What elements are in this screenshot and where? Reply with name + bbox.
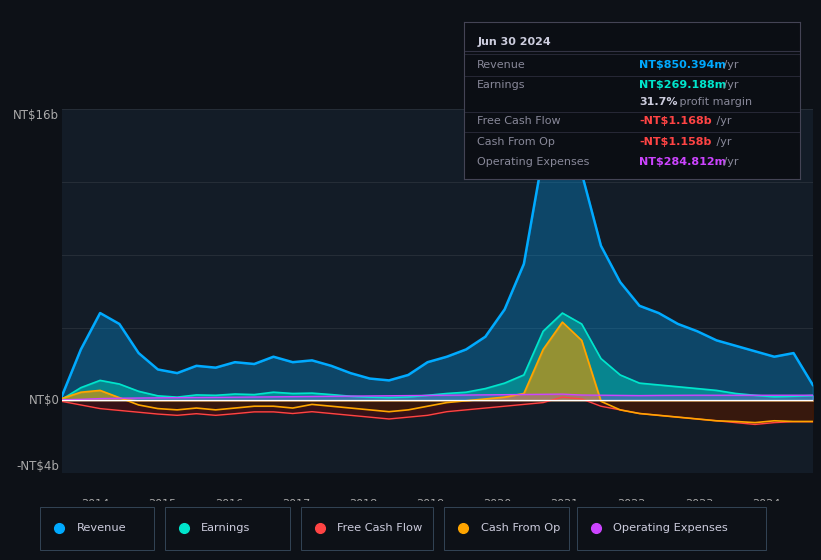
Text: Revenue: Revenue <box>477 60 526 70</box>
Text: NT$0: NT$0 <box>29 394 59 407</box>
Text: /yr: /yr <box>713 116 732 126</box>
Text: 2020: 2020 <box>484 499 511 508</box>
Text: Free Cash Flow: Free Cash Flow <box>337 523 423 533</box>
Text: Cash From Op: Cash From Op <box>481 523 560 533</box>
Text: /yr: /yr <box>713 137 732 147</box>
Text: Earnings: Earnings <box>201 523 250 533</box>
Text: Earnings: Earnings <box>477 80 525 90</box>
Text: /yr: /yr <box>720 157 739 167</box>
Text: 2017: 2017 <box>282 499 310 508</box>
Text: /yr: /yr <box>720 80 739 90</box>
Text: NT$850.394m: NT$850.394m <box>639 60 726 70</box>
Text: Cash From Op: Cash From Op <box>477 137 555 147</box>
Text: -NT$4b: -NT$4b <box>16 460 59 473</box>
Text: -NT$1.168b: -NT$1.168b <box>639 116 712 126</box>
Text: -NT$1.158b: -NT$1.158b <box>639 137 711 147</box>
Text: 2023: 2023 <box>685 499 713 508</box>
Text: Revenue: Revenue <box>76 523 126 533</box>
Text: /yr: /yr <box>720 60 739 70</box>
Text: 2019: 2019 <box>416 499 445 508</box>
Text: 2018: 2018 <box>349 499 378 508</box>
Text: NT$284.812m: NT$284.812m <box>639 157 726 167</box>
Text: 2015: 2015 <box>148 499 177 508</box>
Text: Jun 30 2024: Jun 30 2024 <box>477 36 551 46</box>
Text: 31.7%: 31.7% <box>639 97 677 108</box>
Text: 2022: 2022 <box>617 499 646 508</box>
Text: profit margin: profit margin <box>676 97 752 108</box>
Text: Operating Expenses: Operating Expenses <box>477 157 589 167</box>
Text: 2024: 2024 <box>752 499 780 508</box>
Text: 2014: 2014 <box>81 499 109 508</box>
Text: Operating Expenses: Operating Expenses <box>613 523 727 533</box>
Text: 2016: 2016 <box>215 499 243 508</box>
Text: NT$16b: NT$16b <box>13 109 59 122</box>
Text: Free Cash Flow: Free Cash Flow <box>477 116 561 126</box>
Text: 2021: 2021 <box>551 499 579 508</box>
Text: NT$269.188m: NT$269.188m <box>639 80 726 90</box>
